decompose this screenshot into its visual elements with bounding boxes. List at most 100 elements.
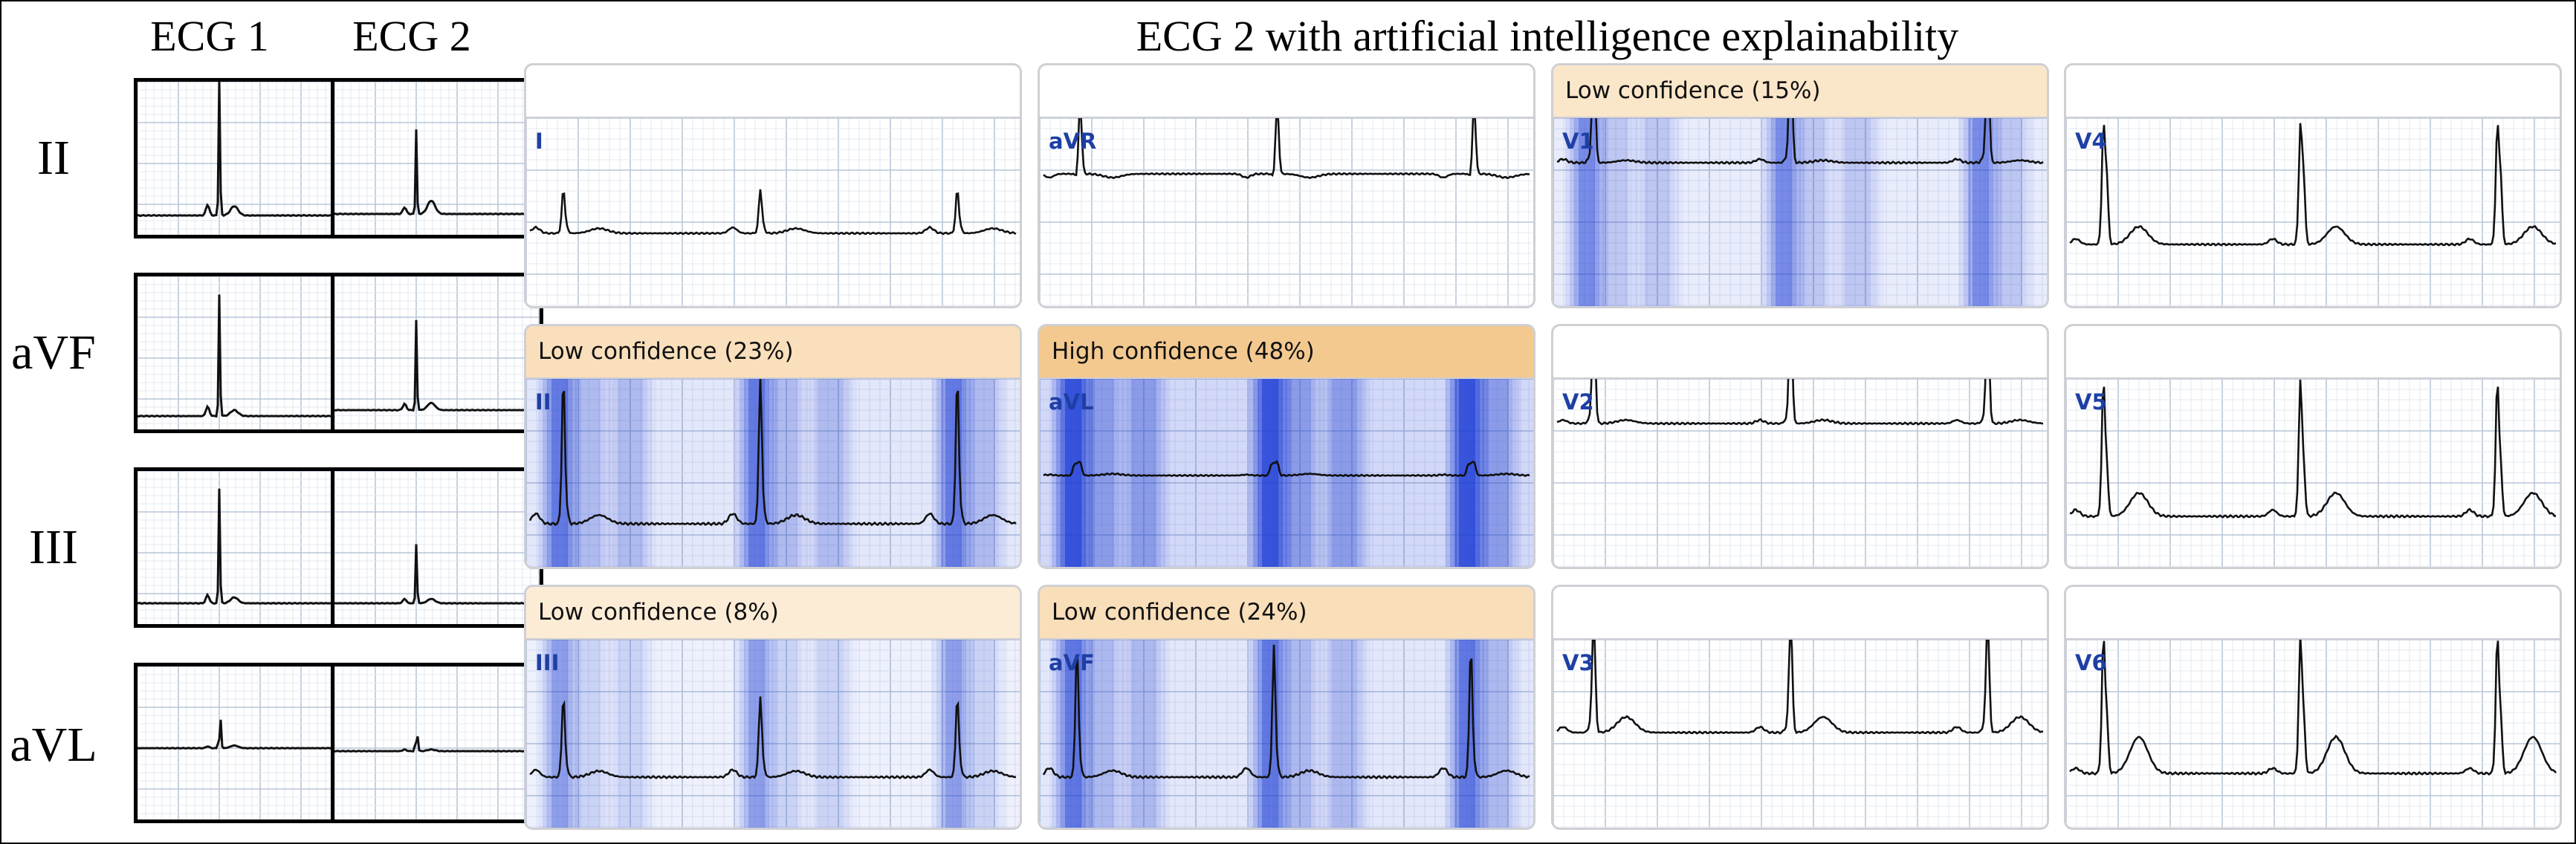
ecg-plot: V4 (2066, 118, 2560, 306)
lead-label-v1: V1 (1562, 129, 1594, 154)
ecg-trace (528, 379, 1017, 527)
lead-label-v6: V6 (2075, 650, 2107, 675)
confidence-label: Low confidence (8%) (538, 599, 779, 626)
ecg-grid (137, 471, 343, 624)
mini-strip-ecg2-avf (331, 273, 543, 433)
confidence-banner: Low confidence (24%) (1040, 587, 1533, 640)
ecg-plot: V5 (2066, 379, 2560, 567)
confidence-banner (1040, 65, 1533, 118)
mini-strip-ecg2-ii (331, 78, 543, 238)
lead-panel-v2: V2 (1551, 324, 2049, 569)
saliency-heatmap (1553, 118, 2047, 306)
mini-strip-ecg1-ii (134, 78, 346, 238)
ecg-trace (529, 696, 1017, 779)
explainability-header: ECG 2 with artificial intelligence expla… (1136, 12, 1959, 60)
ecg-trace (334, 319, 540, 412)
lead-label-i: I (535, 129, 543, 154)
ecg-grid (334, 276, 540, 429)
saliency-heatmap (526, 640, 1020, 828)
row-label-avf: aVF (11, 325, 96, 380)
lead-panel-v1: Low confidence (15%) V1 (1551, 63, 2049, 308)
lead-panel-iii: Low confidence (8%) III (524, 585, 1022, 830)
ecg-trace (137, 82, 343, 218)
lead-label-iii: III (535, 650, 560, 675)
lead-label-v3: V3 (1562, 650, 1594, 675)
ecg-plot: II (526, 379, 1020, 567)
ecg-plot: III (526, 640, 1020, 828)
ecg-trace (2069, 379, 2557, 519)
ecg-grid (1553, 640, 2047, 828)
ecg-trace (1556, 379, 2044, 426)
ecg-plot: V6 (2066, 640, 2560, 828)
ecg-trace (334, 736, 540, 753)
mini-strip-ecg1-avl (134, 663, 346, 823)
ecg-grid (2066, 640, 2560, 828)
ecg-plot: V3 (1553, 640, 2047, 828)
ecg-grid (1553, 379, 2047, 567)
confidence-label: Low confidence (24%) (1052, 599, 1307, 626)
lead-panel-ii: Low confidence (23%) II (524, 324, 1022, 569)
confidence-banner: High confidence (48%) (1040, 326, 1533, 379)
lead-panel-avr: aVR (1038, 63, 1535, 308)
confidence-banner (2066, 65, 2560, 118)
ecg-grid (2066, 379, 2560, 567)
confidence-label: Low confidence (23%) (538, 338, 794, 365)
ecg-grid (526, 118, 1020, 306)
ecg-plot: I (526, 118, 1020, 306)
ecg-trace (1043, 118, 1530, 180)
lead-panel-i: I (524, 63, 1022, 308)
row-label-iii: III (29, 520, 78, 574)
lead-label-avf: aVF (1049, 650, 1095, 675)
ecg-plot: aVF (1040, 640, 1533, 828)
lead-panel-v4: V4 (2064, 63, 2562, 308)
lead-label-v4: V4 (2075, 129, 2107, 154)
ecg-grid (334, 666, 540, 819)
lead-label-v5: V5 (2075, 389, 2107, 415)
row-label-avl: aVL (10, 718, 97, 772)
ecg-trace (1043, 460, 1530, 478)
lead-panel-avl: High confidence (48%) aVL (1038, 324, 1535, 569)
ecg-grid (526, 379, 1020, 567)
ecg-trace (137, 719, 343, 750)
confidence-banner (1553, 326, 2047, 379)
lead-label-avr: aVR (1049, 129, 1097, 154)
mini-strip-ecg2-avl (331, 663, 543, 823)
ecg-trace (334, 129, 540, 216)
ecg-trace (529, 189, 1017, 236)
ecg-trace (2069, 640, 2557, 776)
confidence-banner (2066, 587, 2560, 640)
lead-label-ii: II (535, 389, 551, 415)
ecg-grid (1553, 118, 2047, 306)
ecg-plot: aVL (1040, 379, 1533, 567)
ecg-grid (1040, 640, 1533, 828)
ecg-trace (1042, 644, 1530, 780)
confidence-label: Low confidence (15%) (1565, 77, 1821, 104)
ecg-plot: V2 (1553, 379, 2047, 567)
row-label-ii: II (37, 131, 70, 185)
ecg-plot: aVR (1040, 118, 1533, 306)
ecg1-header: ECG 1 (150, 12, 269, 60)
ecg-trace (2069, 123, 2557, 247)
saliency-heatmap (526, 379, 1020, 567)
ecg-grid (526, 640, 1020, 828)
ecg-trace (137, 294, 343, 418)
ecg-trace (1556, 118, 2044, 165)
lead-panel-avf: Low confidence (24%) aVF (1038, 585, 1535, 830)
ecg-trace (334, 544, 540, 605)
lead-panel-v6: V6 (2064, 585, 2562, 830)
confidence-label: High confidence (48%) (1052, 338, 1315, 365)
ecg-grid (334, 82, 540, 235)
saliency-heatmap (1040, 640, 1533, 828)
ecg-trace (137, 488, 343, 606)
saliency-heatmap (1040, 379, 1533, 567)
ecg-grid (2066, 118, 2560, 306)
ecg-trace (1556, 640, 2044, 735)
confidence-banner (526, 65, 1020, 118)
confidence-banner (1553, 587, 2047, 640)
mini-strip-ecg1-iii (134, 467, 346, 628)
ecg-grid (137, 666, 343, 819)
mini-strip-ecg1-avf (134, 273, 346, 433)
ecg2-header: ECG 2 (352, 12, 471, 60)
confidence-banner: Low confidence (8%) (526, 587, 1020, 640)
